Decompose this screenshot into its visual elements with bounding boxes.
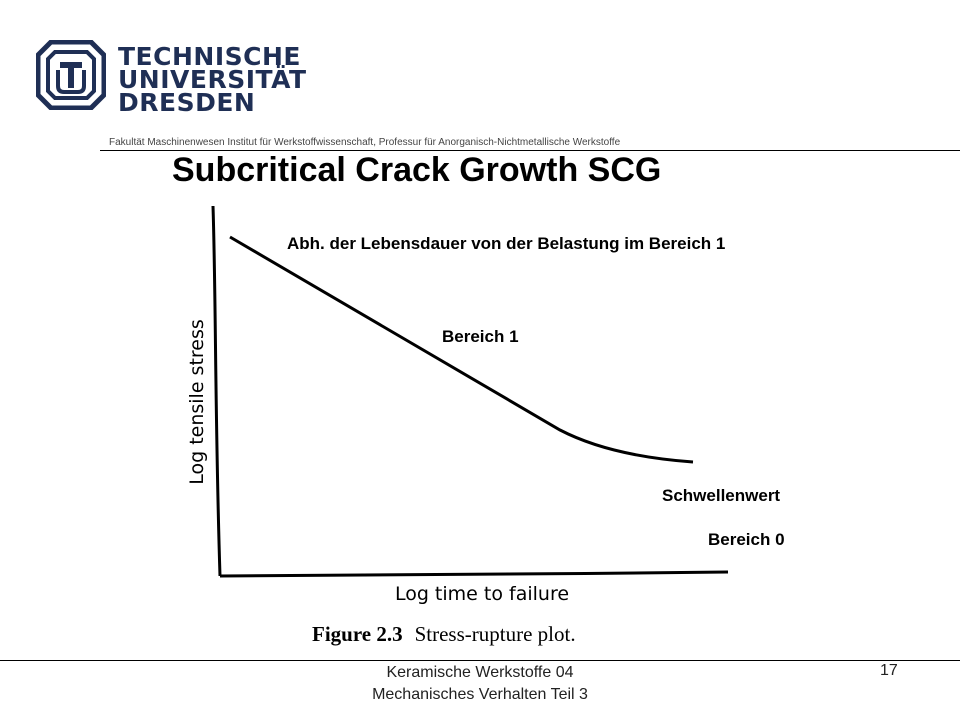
annotation-bereich-1: Bereich 1 bbox=[442, 327, 519, 346]
annotation-schwellenwert: Schwellenwert bbox=[662, 486, 781, 505]
annotation-bereich-0: Bereich 0 bbox=[708, 530, 785, 549]
annotation-lebensdauer: Abh. der Lebensdauer von der Belastung i… bbox=[287, 234, 726, 253]
faculty-line: Fakultät Maschinenwesen Institut für Wer… bbox=[109, 137, 621, 148]
figure-number: Figure 2.3 bbox=[312, 622, 403, 646]
figure-caption-text: Stress-rupture plot. bbox=[414, 622, 576, 646]
footer-line-2: Mechanisches Verhalten Teil 3 bbox=[372, 686, 588, 703]
footer-divider bbox=[0, 660, 960, 661]
university-name-line-2: UNIVERSITÄT bbox=[118, 65, 307, 94]
university-name-line-3: DRESDEN bbox=[118, 88, 256, 117]
footer-course: Keramische Werkstoffe 04 Mechanisches Ve… bbox=[300, 662, 660, 706]
y-axis bbox=[211, 205, 222, 577]
university-name-line-1: TECHNISCHE bbox=[118, 42, 301, 71]
x-axis bbox=[219, 570, 729, 578]
figure-caption: Figure 2.3 Stress-rupture plot. bbox=[312, 622, 576, 647]
header-divider bbox=[100, 150, 960, 151]
slide-title: Subcritical Crack Growth SCG bbox=[172, 151, 662, 189]
tu-dresden-logo-icon bbox=[36, 40, 106, 110]
x-axis-label: Log time to failure bbox=[395, 583, 569, 605]
y-axis-label: Log tensile stress bbox=[186, 319, 208, 485]
footer-line-1: Keramische Werkstoffe 04 bbox=[386, 664, 574, 681]
stress-rupture-curve bbox=[229, 235, 694, 464]
page-number: 17 bbox=[880, 662, 898, 679]
